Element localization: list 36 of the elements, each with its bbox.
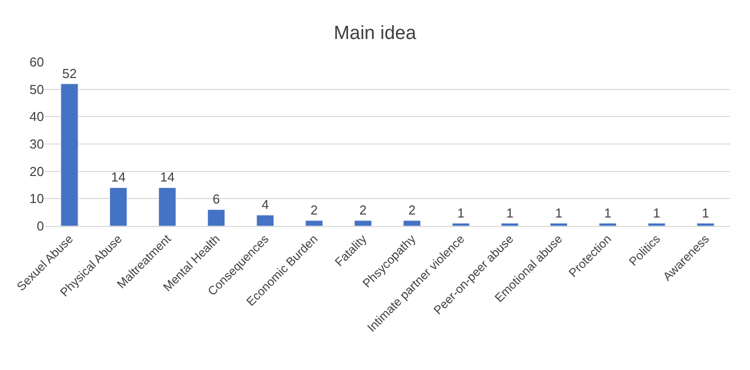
bar	[158, 187, 176, 226]
y-tick-label: 30	[30, 136, 44, 152]
y-tick-label: 50	[30, 82, 44, 97]
bar	[696, 223, 714, 226]
bar	[452, 223, 470, 226]
chart-title: Main idea	[334, 23, 417, 44]
bar	[501, 223, 519, 226]
y-tick-label: 0	[36, 218, 44, 234]
data-label: 1	[652, 205, 660, 220]
bar	[256, 214, 274, 226]
data-label: 4	[262, 197, 269, 212]
data-label: 1	[702, 205, 710, 220]
bar	[648, 223, 666, 226]
y-tick-label: 40	[30, 109, 44, 124]
data-label: 6	[212, 192, 220, 207]
data-label: 1	[604, 205, 612, 220]
data-label: 1	[506, 205, 514, 220]
bar	[550, 223, 568, 226]
y-tick-label: 20	[30, 164, 44, 179]
bar	[207, 209, 226, 226]
y-tick-label: 60	[30, 54, 44, 70]
data-label: 2	[359, 202, 367, 218]
data-label: 2	[408, 202, 416, 218]
data-label: 1	[457, 205, 465, 220]
bar	[305, 220, 323, 226]
y-tick-label: 10	[30, 191, 44, 206]
bar	[598, 223, 616, 226]
data-label: 14	[111, 170, 126, 185]
data-label: 1	[555, 205, 562, 220]
data-label: 14	[160, 170, 175, 185]
data-label: 2	[310, 202, 318, 218]
data-label: 52	[62, 66, 77, 81]
bar	[110, 187, 128, 226]
bar	[403, 220, 421, 226]
bar	[60, 84, 78, 226]
bar	[354, 220, 372, 226]
